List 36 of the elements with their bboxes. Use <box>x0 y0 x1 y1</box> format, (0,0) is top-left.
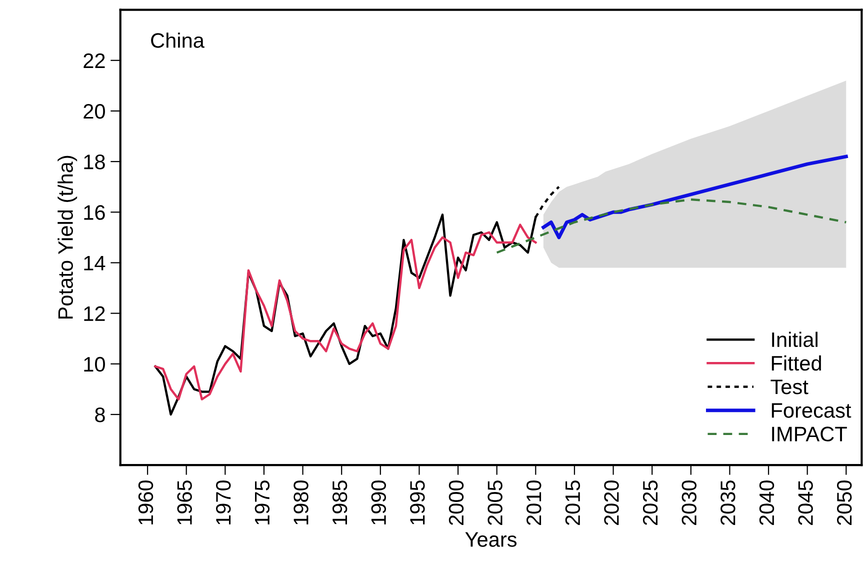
y-tick-label: 22 <box>84 53 105 68</box>
line-series <box>496 198 848 254</box>
x-tick-label: 2015 <box>565 480 580 525</box>
x-tick-label: 2010 <box>526 480 542 525</box>
x-tick-label: 2045 <box>798 480 813 525</box>
x-tick-label: 1960 <box>138 480 154 524</box>
legend-label: Fitted <box>772 355 821 371</box>
y-axis-title: Potato Yield (t/ha) <box>58 156 78 319</box>
x-tick-label: 2035 <box>720 480 736 525</box>
y-tick-label: 12 <box>84 306 105 321</box>
y-tick-label: 20 <box>84 104 105 119</box>
x-tick-label: 2005 <box>488 480 502 525</box>
y-tick-label: 16 <box>84 205 105 220</box>
x-tick-label: 2030 <box>682 480 696 525</box>
y-tick-label: 14 <box>84 256 106 270</box>
x-tick-label: 1980 <box>294 480 308 524</box>
x-tick-label: 1965 <box>177 480 192 524</box>
x-tick-label: 2050 <box>836 480 852 525</box>
x-tick-label: 2000 <box>448 480 464 525</box>
x-tick-label: 1985 <box>332 480 348 524</box>
y-tick-label: 8 <box>95 407 105 422</box>
x-tick-label: 1995 <box>410 480 425 524</box>
x-tick-label: 1970 <box>216 480 231 524</box>
legend-label: Initial <box>772 332 818 348</box>
x-tick-label: 2020 <box>604 480 619 525</box>
x-tick-label: 1990 <box>371 480 386 524</box>
legend-label: IMPACT <box>772 426 847 442</box>
annotation: China <box>151 32 204 48</box>
legend-label: Test <box>770 380 808 394</box>
x-tick-label: 2025 <box>642 480 658 525</box>
x-axis-title: Years <box>465 532 517 547</box>
y-tick-label: 18 <box>84 154 105 170</box>
x-tick-label: 2040 <box>759 480 774 525</box>
y-tick-label: 10 <box>84 356 105 372</box>
x-tick-label: 1975 <box>254 480 270 524</box>
legend-label: Forecast <box>772 403 852 418</box>
